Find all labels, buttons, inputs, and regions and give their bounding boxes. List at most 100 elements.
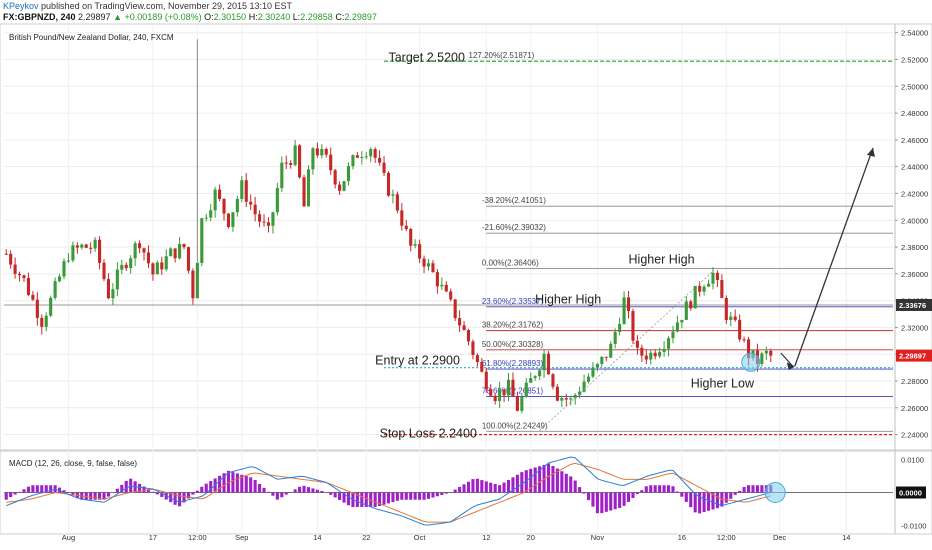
candle-body [613, 331, 617, 344]
candle-body [680, 319, 684, 323]
candle [138, 240, 142, 253]
fib-level-label: 23.60%(2.33537) [482, 297, 544, 306]
candle [182, 243, 186, 250]
x-tick-label: 12 [482, 533, 490, 542]
candle-body [529, 378, 533, 383]
candle [569, 395, 573, 406]
candle [760, 351, 764, 367]
candle [511, 372, 515, 397]
price-tag [896, 349, 932, 362]
candle [729, 311, 733, 327]
candle [66, 253, 71, 264]
candle [675, 315, 679, 333]
candle [106, 273, 111, 300]
annotation-label: Higher High [535, 292, 601, 306]
candle-body [555, 386, 559, 401]
candle [364, 152, 368, 160]
symbol-label[interactable]: FX:GBPNZD, 240 [3, 12, 76, 22]
candle [289, 160, 293, 169]
candle [53, 277, 57, 300]
candle-body [609, 343, 613, 358]
candle-body [262, 221, 266, 223]
price-tag [896, 298, 932, 311]
candle [466, 328, 471, 346]
candle-body [515, 396, 519, 411]
y-tick-label: 2.54000 [901, 29, 928, 38]
author-link[interactable]: KPeykov [3, 1, 39, 11]
candle-body [249, 201, 253, 205]
fibonacci-retracement[interactable]: 127.20%(2.51871) -38.20%(2.41051) -21.60%(… [4, 51, 893, 436]
candle [89, 242, 93, 254]
candle [262, 214, 266, 227]
candle [293, 140, 297, 167]
candle [440, 277, 444, 290]
candle-body [591, 367, 595, 377]
candle-body [195, 262, 199, 299]
candle [733, 309, 737, 322]
candle-body [53, 281, 57, 298]
candle [320, 144, 324, 159]
candle-body [689, 301, 693, 309]
candle [640, 344, 644, 362]
candle [413, 239, 417, 249]
candle-body [733, 316, 737, 320]
candle-body [409, 228, 413, 246]
candle [315, 142, 319, 158]
candle-body [453, 299, 457, 319]
close-value: 2.29897 [344, 12, 377, 22]
candle [484, 367, 488, 393]
annotation-label: Stop Loss 2.2400 [380, 427, 477, 441]
x-tick-label: Sep [235, 533, 248, 542]
candle [635, 335, 639, 355]
candle [426, 258, 431, 271]
candle-body [253, 204, 257, 215]
candle [400, 203, 404, 231]
macd-line [6, 456, 771, 526]
annotation-label: Target 2.5200 [388, 50, 464, 64]
candle [146, 245, 151, 269]
candle [142, 247, 146, 261]
candle [462, 321, 466, 331]
candle-body [644, 355, 648, 360]
x-tick-label: 16 [678, 533, 686, 542]
candle [689, 299, 693, 311]
candle [622, 291, 626, 325]
candle-body [560, 398, 564, 401]
candle-body [391, 194, 395, 196]
candle [715, 270, 719, 288]
candle [609, 341, 613, 358]
candle-body [715, 272, 719, 281]
candle-body [22, 275, 26, 279]
candle-body [298, 145, 302, 178]
x-tick-label: Oct [414, 533, 427, 542]
candle-body [133, 243, 137, 259]
candle-body [475, 355, 479, 363]
high-value: 2.30240 [257, 12, 291, 22]
x-tick-label: 14 [842, 533, 850, 542]
chart-header: KPeykov published on TradingView.com, No… [0, 0, 932, 24]
candle-body [662, 348, 666, 352]
candle [595, 363, 599, 372]
low-value: 2.29858 [300, 12, 333, 22]
candle [586, 373, 591, 384]
candle [369, 147, 373, 163]
candle [222, 198, 226, 221]
publish-info: published on TradingView.com, November 2… [41, 1, 293, 11]
macd-y-tick-label: 0.0100 [901, 456, 924, 465]
dip-arrow [780, 352, 794, 367]
candle-body [569, 398, 573, 400]
grid [0, 23, 932, 535]
candle [458, 310, 462, 332]
candle-body [40, 317, 44, 327]
candle-body [329, 154, 333, 171]
candle [9, 250, 13, 269]
candle-body [18, 273, 22, 276]
candle [329, 147, 333, 175]
candle [44, 312, 48, 332]
candle-body [58, 276, 62, 282]
candle [164, 249, 168, 272]
candle-body [640, 347, 644, 356]
candle-body [546, 353, 551, 375]
